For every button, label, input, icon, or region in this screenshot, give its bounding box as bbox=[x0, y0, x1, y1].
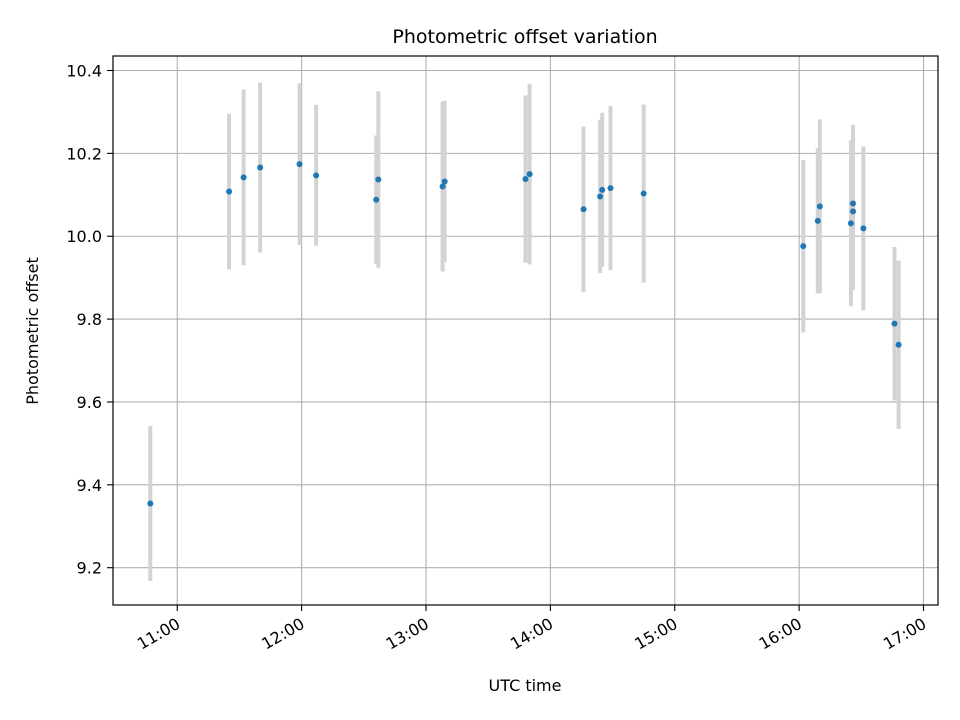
x-tick-label: 17:00 bbox=[880, 614, 929, 654]
data-point bbox=[850, 208, 857, 215]
data-points bbox=[147, 161, 902, 507]
error-bars bbox=[148, 82, 901, 581]
y-axis-ticks: 9.2 9.4 9.6 9.8 10.0 10.2 10.4 bbox=[66, 62, 113, 578]
x-tick-label: 13:00 bbox=[383, 614, 432, 654]
data-point bbox=[439, 183, 446, 190]
data-point bbox=[526, 171, 533, 178]
data-point bbox=[375, 176, 382, 183]
data-point bbox=[800, 243, 807, 250]
data-point bbox=[814, 217, 821, 224]
data-point bbox=[257, 164, 264, 171]
y-tick-label: 9.2 bbox=[77, 559, 102, 578]
data-point bbox=[313, 172, 320, 179]
y-tick-label: 10.0 bbox=[66, 227, 102, 246]
y-axis-label: Photometric offset bbox=[23, 257, 42, 405]
data-point bbox=[226, 188, 233, 195]
data-point bbox=[597, 193, 604, 200]
plot-area-frame bbox=[112, 55, 939, 606]
data-point bbox=[895, 341, 902, 348]
data-point bbox=[816, 203, 823, 210]
data-point bbox=[847, 220, 854, 227]
data-point bbox=[240, 174, 247, 181]
y-tick-label: 10.4 bbox=[66, 62, 102, 81]
data-point bbox=[860, 225, 867, 232]
data-point bbox=[296, 161, 303, 168]
x-axis-label: UTC time bbox=[489, 676, 562, 695]
x-tick-label: 14:00 bbox=[507, 614, 556, 654]
data-point bbox=[599, 186, 606, 193]
data-point bbox=[147, 500, 154, 507]
data-point bbox=[640, 190, 647, 197]
data-point bbox=[441, 178, 448, 185]
data-point bbox=[891, 320, 898, 327]
data-point bbox=[850, 200, 857, 207]
y-tick-label: 10.2 bbox=[66, 144, 102, 163]
data-point bbox=[373, 196, 380, 203]
y-tick-label: 9.4 bbox=[77, 476, 102, 495]
chart-title: Photometric offset variation bbox=[392, 26, 657, 48]
data-point bbox=[580, 206, 587, 213]
data-point bbox=[607, 185, 614, 192]
y-tick-label: 9.6 bbox=[77, 393, 102, 412]
x-tick-label: 11:00 bbox=[134, 614, 183, 654]
x-axis-ticks: 11:00 12:00 13:00 14:00 15:00 16:00 17:00 bbox=[134, 605, 929, 654]
x-tick-label: 16:00 bbox=[756, 614, 805, 654]
x-tick-label: 15:00 bbox=[631, 614, 680, 654]
x-tick-label: 12:00 bbox=[258, 614, 307, 654]
y-tick-label: 9.8 bbox=[77, 310, 102, 329]
data-point bbox=[522, 176, 529, 183]
